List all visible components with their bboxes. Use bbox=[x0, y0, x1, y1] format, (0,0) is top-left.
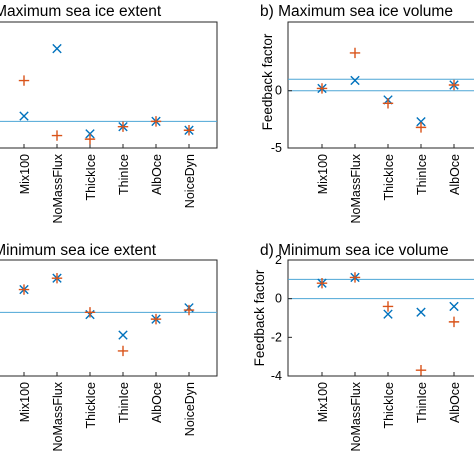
panel-d-ytick-label: -4 bbox=[271, 369, 282, 383]
panel-b-plus-marker bbox=[316, 83, 328, 94]
panel-b-title: b) Maximum sea ice volume bbox=[260, 3, 453, 20]
panel-d-x-marker bbox=[416, 307, 426, 317]
panel-c: c) Minimum sea ice extent Mix100 NoMassFl… bbox=[0, 242, 218, 451]
panel-b-plus-marker bbox=[349, 47, 361, 59]
panel-c-plus-marker bbox=[150, 313, 162, 325]
panel-a-category-label: NoMassFlux bbox=[51, 153, 65, 223]
panel-d-axes-box bbox=[287, 259, 474, 377]
panel-c-category-label: NoMassFlux bbox=[51, 381, 65, 451]
panel-b-ytick-label: 0 bbox=[275, 84, 282, 98]
panel-d-ytick-label: 0 bbox=[275, 292, 282, 306]
panel-d-category-label: ThickIce bbox=[382, 382, 396, 429]
panel-b-category-label: ThinIce bbox=[415, 154, 429, 195]
panel-a-x-marker bbox=[85, 129, 95, 139]
panel-b-x-marker bbox=[350, 75, 360, 86]
panel-d-ytick-label: 2 bbox=[275, 253, 282, 267]
panel-c-category-label: AlbOce bbox=[150, 382, 164, 423]
panel-d-title: d) Minimum sea ice volume bbox=[260, 242, 449, 259]
panel-b-axes-box bbox=[287, 21, 474, 149]
panel-a: a) Maximum sea ice extent Mix100 NoMassFl… bbox=[0, 3, 218, 223]
panel-d-plus-marker bbox=[448, 316, 460, 328]
panel-d-category-label: AlbOce bbox=[448, 382, 462, 423]
panel-a-category-label: ThickIce bbox=[84, 154, 98, 201]
panel-a-category-label: NoiceDyn bbox=[183, 154, 197, 208]
panel-b: b) Maximum sea ice volume Feedback facto… bbox=[260, 3, 474, 223]
panel-b-plus-marker bbox=[382, 98, 394, 109]
panel-a-title: a) Maximum sea ice extent bbox=[0, 3, 162, 20]
panel-c-plus-marker bbox=[18, 284, 30, 295]
panel-c-category-label: Mix100 bbox=[18, 382, 32, 422]
panel-b-category-label: ThickIce bbox=[382, 154, 396, 201]
panel-b-x-marker bbox=[416, 116, 426, 127]
panel-d-x-marker bbox=[383, 309, 393, 319]
panel-d-category-label: Mix100 bbox=[316, 382, 330, 422]
panel-c-category-label: ThinIce bbox=[117, 382, 131, 423]
panel-a-plus-marker bbox=[117, 121, 129, 132]
panel-c-plus-marker bbox=[51, 272, 63, 284]
panel-c-axes-box bbox=[0, 259, 218, 377]
panel-a-category-label: Mix100 bbox=[18, 154, 32, 194]
panel-b-ytick-label: -5 bbox=[271, 141, 282, 155]
panel-c-plus-marker bbox=[84, 307, 96, 318]
panel-d-ytick-label: -2 bbox=[271, 330, 282, 344]
panel-a-category-label: ThinIce bbox=[117, 154, 131, 195]
panel-a-plus-marker bbox=[84, 133, 96, 145]
panel-c-title: c) Minimum sea ice extent bbox=[0, 242, 157, 259]
panel-b-plus-marker bbox=[415, 122, 427, 133]
panel-d-plus-marker bbox=[316, 278, 328, 289]
panel-b-category-label: NoMassFlux bbox=[349, 153, 363, 223]
panel-a-x-marker bbox=[19, 111, 29, 121]
panel-d-category-label: NoMassFlux bbox=[349, 381, 363, 451]
panel-a-plus-marker bbox=[150, 116, 162, 127]
panel-a-category-label: AlbOce bbox=[150, 154, 164, 195]
panel-d: d) Minimum sea ice volume Feedback facto… bbox=[252, 242, 474, 451]
panel-b-ylabel: Feedback factor bbox=[260, 33, 275, 130]
panel-a-plus-marker bbox=[51, 130, 63, 141]
panel-a-axes-box bbox=[0, 21, 218, 149]
panel-d-ylabel: Feedback factor bbox=[252, 269, 267, 366]
panel-c-x-marker bbox=[118, 330, 128, 340]
panel-a-x-marker bbox=[52, 43, 62, 54]
panel-b-category-label: AlbOce bbox=[448, 154, 462, 195]
panel-a-plus-marker bbox=[183, 125, 195, 136]
panel-c-category-label: NoiceDyn bbox=[183, 382, 197, 436]
panel-a-plus-marker bbox=[18, 75, 30, 86]
panel-b-plus-marker bbox=[448, 79, 460, 91]
panel-d-x-marker bbox=[449, 301, 459, 312]
panel-d-plus-marker bbox=[382, 301, 394, 312]
panel-d-category-label: ThinIce bbox=[415, 382, 429, 423]
panel-d-plus-marker bbox=[349, 272, 361, 283]
panel-c-category-label: ThickIce bbox=[84, 382, 98, 429]
panel-d-plus-marker bbox=[415, 365, 427, 376]
panel-c-plus-marker bbox=[117, 345, 129, 357]
panel-b-category-label: Mix100 bbox=[316, 154, 330, 194]
panel-c-plus-marker bbox=[183, 304, 195, 316]
